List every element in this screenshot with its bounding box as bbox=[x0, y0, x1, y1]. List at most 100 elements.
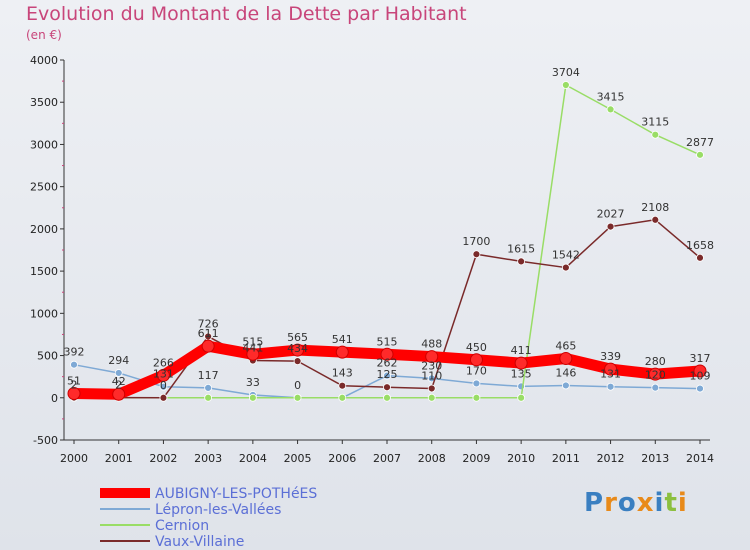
data-label: 1658 bbox=[686, 239, 714, 252]
data-label: 294 bbox=[108, 354, 129, 367]
data-label: 262 bbox=[377, 357, 398, 370]
data-label: 541 bbox=[332, 333, 353, 346]
data-point bbox=[651, 215, 660, 224]
data-point bbox=[293, 393, 302, 402]
data-label: 2108 bbox=[641, 201, 669, 214]
data-label: 146 bbox=[555, 366, 576, 379]
x-tick-label: 2013 bbox=[641, 452, 669, 465]
data-point bbox=[472, 393, 481, 402]
chart-subtitle: (en €) bbox=[26, 28, 62, 42]
proxiti-logo: Proxiti bbox=[584, 488, 688, 518]
logo-letter: x bbox=[636, 488, 655, 518]
data-label: 0 bbox=[160, 379, 167, 392]
data-label: 266 bbox=[153, 356, 174, 369]
data-label: 488 bbox=[421, 338, 442, 351]
data-label: 230 bbox=[421, 359, 442, 372]
data-point bbox=[159, 393, 168, 402]
data-point bbox=[693, 364, 707, 378]
data-label: 2027 bbox=[597, 208, 625, 221]
data-label: 3115 bbox=[641, 116, 669, 129]
data-label: 339 bbox=[600, 350, 621, 363]
data-label: 131 bbox=[153, 368, 174, 381]
y-tick-label: 3500 bbox=[30, 96, 58, 109]
data-point bbox=[204, 393, 213, 402]
y-tick-label: 500 bbox=[37, 350, 58, 363]
data-label: 611 bbox=[198, 327, 219, 340]
data-point bbox=[561, 381, 570, 390]
data-point bbox=[648, 367, 662, 381]
data-point bbox=[383, 393, 391, 402]
logo-letter: r bbox=[604, 488, 618, 518]
x-tick-label: 2008 bbox=[418, 452, 446, 465]
data-label: 1542 bbox=[552, 249, 580, 262]
data-point bbox=[291, 343, 305, 357]
data-label: 170 bbox=[466, 364, 487, 377]
data-label: 143 bbox=[332, 367, 353, 380]
data-point bbox=[606, 105, 615, 114]
data-point bbox=[651, 383, 660, 392]
data-point bbox=[472, 379, 481, 388]
data-label: 42 bbox=[112, 375, 126, 388]
x-tick-label: 2012 bbox=[597, 452, 625, 465]
data-label: 131 bbox=[600, 368, 621, 381]
x-tick-label: 2011 bbox=[552, 452, 580, 465]
y-tick-label: 4000 bbox=[30, 54, 58, 67]
data-label: 434 bbox=[287, 342, 308, 355]
data-label: 392 bbox=[64, 346, 85, 359]
data-label: 120 bbox=[645, 369, 666, 382]
x-tick-label: 2014 bbox=[686, 452, 714, 465]
data-label: 2877 bbox=[686, 136, 714, 149]
data-point bbox=[427, 384, 436, 393]
x-tick-label: 2002 bbox=[149, 452, 177, 465]
data-point bbox=[517, 393, 526, 402]
logo-letter: t bbox=[664, 488, 678, 518]
y-tick-label: 0 bbox=[51, 392, 58, 405]
x-tick-label: 2009 bbox=[462, 452, 490, 465]
data-label: 109 bbox=[690, 370, 711, 383]
y-tick-label: 2500 bbox=[30, 181, 58, 194]
y-tick-label: 1000 bbox=[30, 307, 58, 320]
data-point bbox=[517, 257, 526, 266]
data-point bbox=[383, 371, 391, 380]
data-point bbox=[427, 393, 436, 402]
x-tick-label: 2010 bbox=[507, 452, 535, 465]
data-point bbox=[514, 356, 528, 370]
y-tick-label: 2000 bbox=[30, 223, 58, 236]
data-point bbox=[696, 384, 704, 393]
data-point bbox=[156, 368, 170, 382]
x-tick-label: 2003 bbox=[194, 452, 222, 465]
logo-letter: i bbox=[654, 488, 665, 518]
data-point bbox=[561, 81, 570, 89]
legend-label: AUBIGNY-LES-POTHéES bbox=[155, 486, 317, 502]
chart-title: Evolution du Montant de la Dette par Hab… bbox=[26, 3, 467, 25]
logo-letter: o bbox=[617, 488, 637, 518]
data-point bbox=[696, 150, 704, 159]
data-point bbox=[335, 345, 349, 359]
data-point bbox=[606, 222, 615, 231]
data-label: 441 bbox=[242, 342, 263, 355]
data-point bbox=[425, 350, 439, 364]
x-tick-label: 2000 bbox=[60, 452, 88, 465]
data-point bbox=[472, 250, 481, 259]
data-label: 565 bbox=[287, 331, 308, 344]
data-point bbox=[338, 393, 347, 402]
data-point bbox=[559, 352, 573, 366]
data-label: 515 bbox=[377, 335, 398, 348]
data-label: 110 bbox=[421, 369, 442, 382]
y-tick-label: 3000 bbox=[30, 138, 58, 151]
data-point bbox=[159, 382, 168, 391]
data-point bbox=[112, 387, 126, 401]
data-label: 280 bbox=[645, 355, 666, 368]
data-label: 51 bbox=[67, 374, 81, 387]
data-point bbox=[380, 347, 394, 361]
data-label: 2 bbox=[115, 379, 122, 392]
data-label: 515 bbox=[242, 335, 263, 348]
data-label: 3415 bbox=[597, 90, 625, 103]
logo-letter: i bbox=[677, 488, 688, 518]
x-tick-label: 2001 bbox=[105, 452, 133, 465]
data-label: 411 bbox=[511, 344, 532, 357]
data-point bbox=[201, 339, 215, 353]
data-point bbox=[606, 382, 615, 391]
